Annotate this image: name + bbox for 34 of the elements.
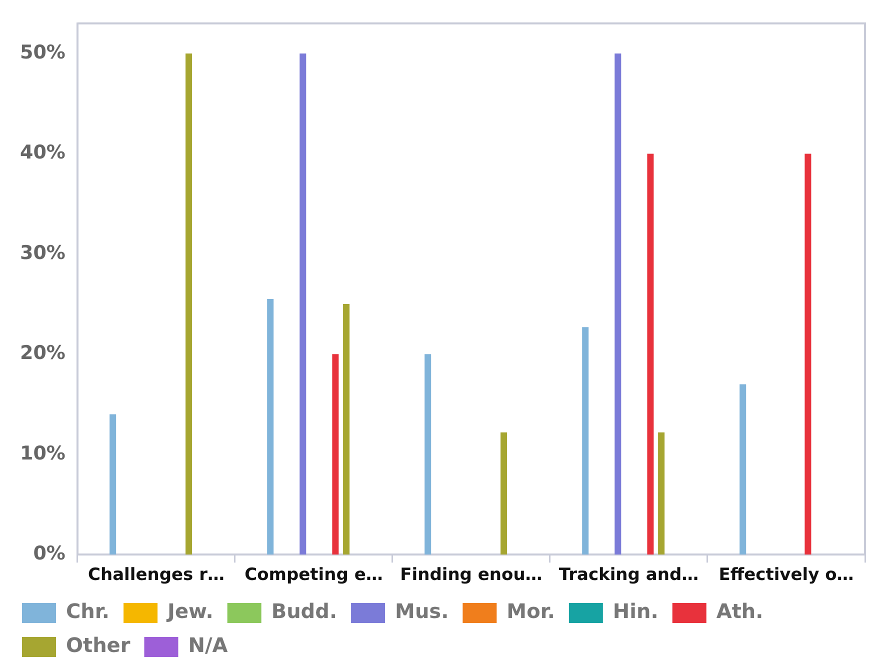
legend-label: Mus. bbox=[395, 599, 449, 624]
y-tick-label: 10% bbox=[20, 442, 66, 464]
legend-label: Chr. bbox=[66, 599, 110, 624]
bar bbox=[186, 53, 192, 555]
y-tick-label: 20% bbox=[20, 342, 66, 364]
legend-label: Mor. bbox=[506, 599, 555, 624]
legend-label: Ath. bbox=[716, 599, 764, 624]
legend-label: Other bbox=[66, 633, 130, 658]
bar bbox=[614, 53, 622, 555]
bar bbox=[332, 354, 339, 555]
bar bbox=[343, 304, 350, 555]
bar bbox=[582, 327, 589, 555]
x-tick-label: Competing e… bbox=[244, 565, 383, 586]
bar bbox=[110, 414, 116, 555]
y-tick-label: 0% bbox=[33, 542, 66, 565]
legend-label: N/A bbox=[188, 633, 228, 658]
legend-label: Budd. bbox=[271, 599, 338, 624]
x-tick-label: Effectively o… bbox=[718, 565, 854, 586]
legend-label: Jew. bbox=[166, 599, 214, 624]
bar bbox=[647, 154, 654, 555]
bar bbox=[300, 53, 306, 555]
y-tick-label: 50% bbox=[20, 41, 66, 64]
y-tick-label: 40% bbox=[20, 142, 66, 164]
bar bbox=[804, 154, 812, 555]
y-tick-label: 30% bbox=[20, 242, 66, 264]
bar bbox=[740, 384, 746, 555]
bar bbox=[500, 432, 508, 555]
bar bbox=[424, 354, 432, 555]
x-tick-label: Tracking and… bbox=[558, 565, 699, 586]
x-tick-label: Challenges r… bbox=[88, 565, 224, 586]
bar bbox=[267, 299, 274, 555]
legend-label: Hin. bbox=[612, 599, 658, 624]
bar bbox=[658, 432, 665, 555]
x-tick-label: Finding enou… bbox=[400, 565, 542, 586]
